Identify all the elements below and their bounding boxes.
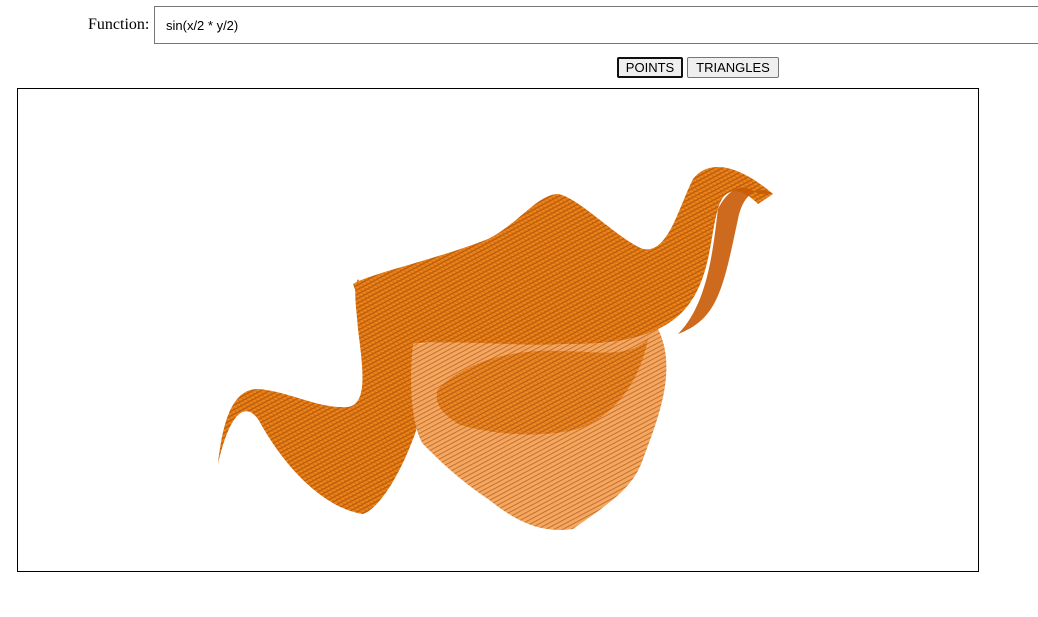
function-row: Function: [0, 6, 1038, 46]
surface-mesh [218, 167, 773, 530]
surface-inner-fold [436, 339, 648, 435]
plot-canvas[interactable] [17, 88, 979, 572]
surface-right-edge [678, 187, 773, 334]
surface-back-ridge [353, 167, 773, 346]
function-label: Function: [88, 16, 150, 33]
surface-plot [218, 167, 773, 530]
surface-left-lobe [218, 279, 421, 514]
function-input[interactable] [154, 6, 1038, 44]
points-button[interactable]: POINTS [617, 57, 683, 78]
triangles-button[interactable]: TRIANGLES [687, 57, 779, 78]
